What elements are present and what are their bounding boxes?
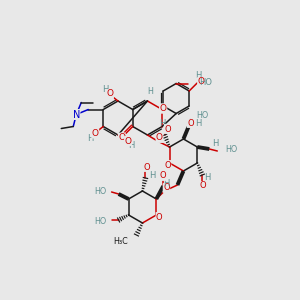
Text: O: O (164, 124, 171, 134)
Text: HO: HO (94, 187, 106, 196)
Text: O: O (163, 184, 170, 193)
Text: O: O (124, 136, 131, 146)
Text: HO: HO (199, 78, 212, 87)
Text: H: H (195, 119, 202, 128)
Text: O: O (106, 89, 113, 98)
Text: O: O (118, 133, 125, 142)
Text: O: O (160, 104, 167, 113)
Text: H: H (102, 85, 108, 94)
Text: H: H (163, 178, 170, 188)
Text: HO: HO (196, 112, 209, 121)
Text: O: O (160, 172, 166, 181)
Text: H: H (128, 140, 134, 149)
Text: O: O (187, 118, 194, 127)
Text: H: H (159, 119, 166, 128)
Text: N: N (73, 110, 80, 119)
Text: O: O (92, 129, 99, 138)
Text: H₃C: H₃C (114, 236, 128, 245)
Text: H: H (149, 172, 156, 181)
Text: H: H (212, 140, 218, 148)
Text: O: O (200, 182, 207, 190)
Text: H: H (87, 134, 94, 143)
Text: O: O (143, 163, 150, 172)
Text: HO: HO (225, 146, 238, 154)
Text: O: O (164, 160, 171, 169)
Text: O: O (198, 77, 205, 86)
Text: O: O (156, 134, 163, 142)
Text: HO: HO (94, 218, 106, 226)
Text: H: H (148, 86, 153, 95)
Text: O: O (156, 212, 163, 221)
Text: H: H (204, 173, 211, 182)
Text: H: H (195, 71, 201, 80)
Text: O: O (160, 104, 167, 113)
